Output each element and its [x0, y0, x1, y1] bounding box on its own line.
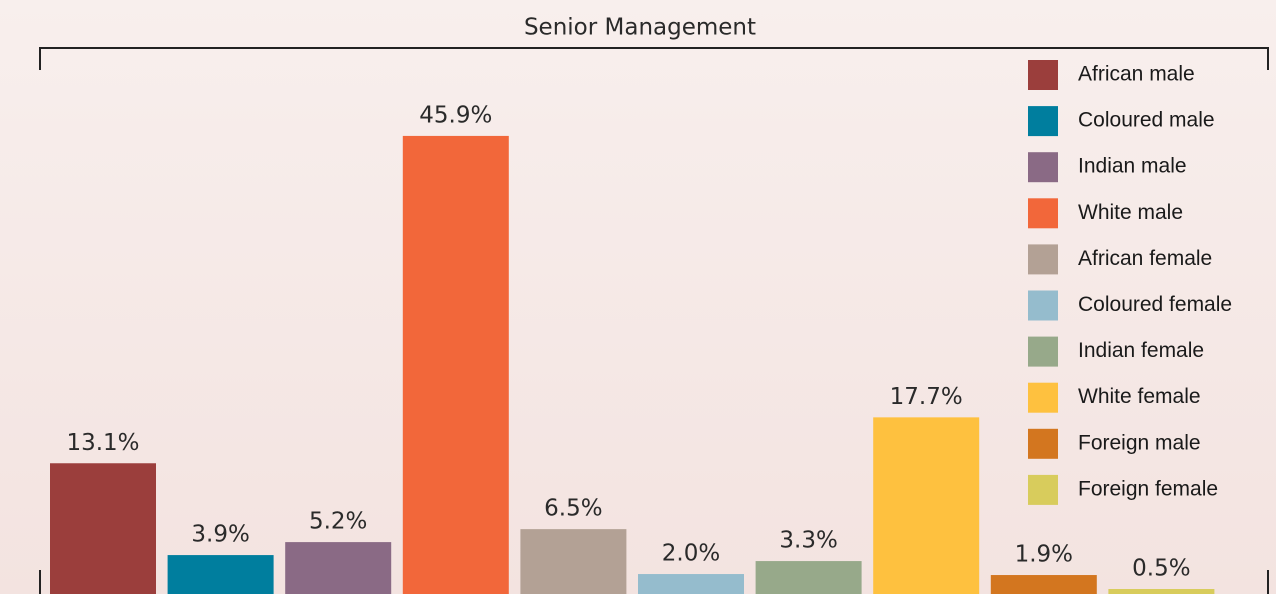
legend-label: Foreign female [1078, 477, 1218, 500]
legend-label: African female [1078, 247, 1212, 270]
legend-swatch [1028, 290, 1058, 321]
bar [520, 529, 627, 594]
value-label: 1.9% [1015, 542, 1073, 568]
bracket-bottom [39, 570, 1269, 594]
legend-swatch [1028, 244, 1058, 275]
bar [1108, 589, 1215, 594]
value-label: 13.1% [66, 430, 139, 456]
legend-swatch [1028, 152, 1058, 183]
legend-label: African male [1078, 63, 1195, 86]
legend-label: Indian female [1078, 339, 1204, 362]
value-label: 5.2% [309, 509, 367, 535]
legend-label: White female [1078, 385, 1201, 408]
value-label: 45.9% [419, 102, 492, 128]
value-label: 6.5% [544, 496, 602, 522]
legend-label: Coloured female [1078, 293, 1232, 316]
chart-title: Senior Management [524, 15, 756, 41]
legend-swatch [1028, 428, 1058, 459]
value-label: 3.3% [779, 528, 837, 554]
bar [990, 575, 1097, 594]
legend-swatch [1028, 198, 1058, 229]
legend-label: White male [1078, 201, 1183, 224]
value-label: 0.5% [1132, 556, 1190, 582]
legend-swatch [1028, 336, 1058, 367]
legend-label: Foreign male [1078, 431, 1201, 454]
value-label: 2.0% [662, 541, 720, 567]
bar [50, 463, 156, 594]
bar [638, 574, 744, 594]
legend-label: Coloured male [1078, 109, 1215, 132]
bar [755, 561, 862, 594]
legend-swatch [1028, 60, 1058, 90]
bar [402, 135, 509, 594]
bar [167, 555, 274, 594]
legend-swatch [1028, 474, 1058, 505]
value-label: 3.9% [191, 522, 249, 548]
legend-label: Indian male [1078, 155, 1187, 178]
legend-swatch [1028, 382, 1058, 413]
value-label: 17.7% [890, 384, 963, 410]
bracket [39, 47, 1269, 70]
legend-swatch [1028, 106, 1058, 137]
bar [873, 417, 980, 594]
bar [285, 542, 392, 594]
